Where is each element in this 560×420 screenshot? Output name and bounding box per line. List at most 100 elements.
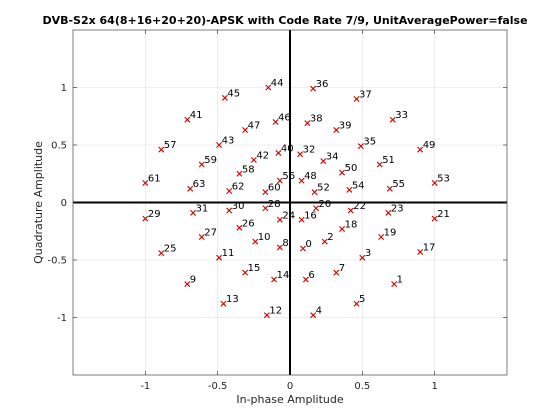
constellation-point: 50: [339, 163, 357, 176]
x-marker: [236, 224, 243, 231]
constellation-point: 45: [221, 88, 240, 101]
x-marker: [386, 185, 393, 192]
constellation-point: 22: [347, 201, 366, 214]
x-marker: [263, 312, 270, 319]
x-marker: [236, 170, 243, 177]
constellation-point: 16: [298, 210, 317, 223]
point-label: 28: [268, 199, 281, 210]
constellation-point: 47: [242, 121, 260, 134]
x-marker: [220, 300, 227, 307]
point-label: 6: [308, 270, 314, 281]
constellation-point: 32: [297, 145, 316, 158]
point-label: 24: [282, 210, 295, 221]
constellation-point: 40: [275, 144, 294, 157]
constellation-point: 54: [346, 180, 365, 193]
x-marker: [304, 120, 311, 127]
x-marker: [184, 281, 191, 288]
constellation-point: 1: [391, 275, 403, 288]
x-marker: [298, 216, 305, 223]
constellation-point: 38: [304, 114, 323, 127]
constellation-point: 26: [236, 218, 255, 231]
x-marker: [272, 119, 279, 125]
point-label: 60: [268, 183, 281, 194]
constellation-point: 49: [417, 140, 435, 153]
point-label: 53: [437, 173, 450, 184]
constellation-point: 63: [187, 179, 205, 192]
point-label: 21: [437, 209, 450, 220]
x-marker: [339, 169, 346, 176]
x-marker: [271, 276, 278, 283]
x-marker: [311, 189, 318, 196]
constellation-point: 18: [339, 219, 358, 232]
point-label: 18: [345, 219, 358, 230]
x-marker: [226, 188, 233, 194]
constellation-point: 31: [190, 203, 208, 216]
x-marker: [276, 216, 283, 223]
zero-axes: [73, 30, 507, 375]
point-label: 19: [384, 228, 397, 239]
x-marker: [321, 238, 328, 245]
point-label: 58: [242, 164, 255, 175]
constellation-point: 15: [242, 263, 260, 276]
x-tick-label: 0: [287, 381, 293, 392]
constellation-point: 17: [417, 242, 435, 255]
constellation-point: 25: [158, 244, 176, 257]
constellation-point: 44: [265, 78, 284, 91]
constellation-point: 9: [184, 275, 196, 288]
x-marker: [216, 254, 223, 261]
constellation-point: 27: [198, 228, 217, 240]
x-marker: [276, 177, 283, 184]
constellation-point: 55: [386, 179, 405, 192]
point-label: 33: [395, 110, 408, 121]
x-marker: [158, 146, 165, 153]
x-marker: [359, 254, 366, 261]
chart-title: DVB-S2x 64(8+16+20+20)-APSK with Code Ra…: [42, 14, 527, 27]
x-tick-label: 1: [431, 381, 437, 392]
constellation-point: 61: [142, 173, 161, 186]
point-label: 38: [310, 114, 323, 125]
x-marker: [265, 84, 272, 91]
point-label: 3: [365, 248, 371, 259]
constellation-point: 51: [376, 155, 395, 168]
x-marker: [250, 156, 257, 163]
point-label: 22: [353, 201, 366, 212]
x-marker: [190, 209, 197, 216]
x-marker: [320, 158, 327, 165]
point-label: 9: [190, 275, 196, 286]
constellation-point: 20: [313, 199, 332, 212]
constellation-point: 24: [276, 210, 295, 223]
point-label: 37: [359, 90, 372, 101]
x-tick-label: 0.5: [354, 381, 370, 392]
point-label: 30: [232, 201, 245, 212]
constellation-point: 41: [184, 110, 203, 123]
point-label: 46: [278, 113, 291, 124]
x-marker: [376, 161, 383, 168]
point-label: 20: [319, 199, 332, 210]
constellation-point: 39: [333, 121, 352, 134]
constellation-point: 12: [263, 306, 282, 319]
x-marker: [221, 94, 228, 101]
y-tick-label: 1: [61, 83, 67, 94]
constellation-point: 36: [310, 79, 328, 92]
point-label: 2: [327, 232, 333, 243]
point-label: 27: [204, 228, 217, 239]
point-label: 39: [339, 121, 352, 132]
constellation-point: 62: [226, 182, 245, 194]
x-marker: [333, 269, 340, 276]
constellation-point: 35: [357, 137, 376, 150]
x-marker: [389, 116, 396, 123]
point-label: 62: [232, 182, 245, 193]
constellation-point: 3: [359, 248, 371, 261]
x-marker: [297, 151, 304, 158]
constellation-point: 34: [320, 152, 339, 165]
x-marker: [357, 143, 364, 150]
point-label: 1: [397, 275, 403, 286]
x-marker: [378, 234, 385, 240]
constellation-point: 52: [311, 183, 330, 196]
y-tick-label: 0: [61, 198, 67, 209]
point-label: 32: [303, 145, 316, 156]
constellation-point: 48: [298, 171, 317, 184]
x-marker: [431, 179, 438, 186]
point-label: 44: [271, 78, 284, 89]
